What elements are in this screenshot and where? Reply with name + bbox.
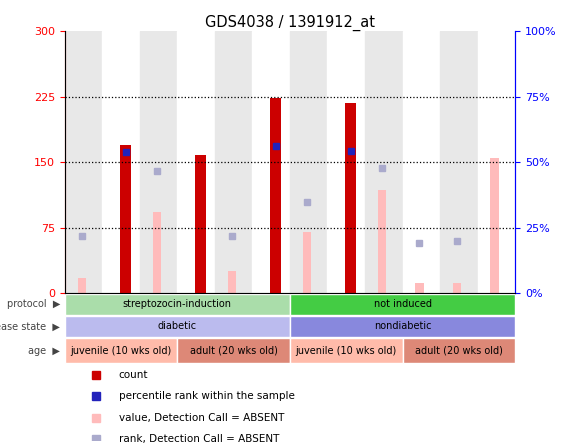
Bar — [195, 155, 206, 293]
FancyBboxPatch shape — [65, 316, 290, 337]
FancyBboxPatch shape — [65, 338, 177, 363]
Title: GDS4038 / 1391912_at: GDS4038 / 1391912_at — [205, 15, 375, 31]
FancyBboxPatch shape — [65, 294, 290, 315]
FancyBboxPatch shape — [290, 338, 403, 363]
Bar — [440, 31, 477, 293]
Text: not induced: not induced — [373, 299, 432, 309]
Bar — [227, 271, 236, 293]
Bar — [415, 283, 423, 293]
Text: adult (20 wks old): adult (20 wks old) — [415, 345, 503, 356]
Bar — [153, 212, 161, 293]
Bar — [102, 31, 140, 293]
Text: juvenile (10 wks old): juvenile (10 wks old) — [70, 345, 172, 356]
Text: adult (20 wks old): adult (20 wks old) — [190, 345, 278, 356]
Bar — [403, 31, 440, 293]
Bar — [453, 283, 461, 293]
Text: nondiabetic: nondiabetic — [374, 321, 431, 331]
Bar — [177, 31, 215, 293]
Text: count: count — [119, 370, 148, 380]
FancyBboxPatch shape — [290, 294, 515, 315]
Text: percentile rank within the sample: percentile rank within the sample — [119, 391, 294, 401]
Bar — [120, 145, 131, 293]
Bar — [365, 31, 403, 293]
Bar — [477, 31, 515, 293]
Bar — [65, 31, 102, 293]
Text: disease state  ▶: disease state ▶ — [0, 321, 60, 331]
Bar — [270, 99, 281, 293]
Bar — [328, 31, 365, 293]
Bar — [252, 31, 290, 293]
FancyBboxPatch shape — [403, 338, 515, 363]
Text: juvenile (10 wks old): juvenile (10 wks old) — [296, 345, 397, 356]
Bar — [378, 190, 386, 293]
FancyBboxPatch shape — [177, 338, 290, 363]
Text: rank, Detection Call = ABSENT: rank, Detection Call = ABSENT — [119, 434, 279, 444]
Bar — [290, 31, 328, 293]
Text: diabetic: diabetic — [158, 321, 197, 331]
Bar — [303, 232, 311, 293]
FancyBboxPatch shape — [290, 316, 515, 337]
Text: age  ▶: age ▶ — [28, 345, 60, 356]
Text: value, Detection Call = ABSENT: value, Detection Call = ABSENT — [119, 412, 284, 423]
Bar — [490, 158, 499, 293]
Bar — [140, 31, 177, 293]
Bar — [215, 31, 252, 293]
Bar — [346, 103, 356, 293]
Text: streptozocin-induction: streptozocin-induction — [123, 299, 232, 309]
Text: protocol  ▶: protocol ▶ — [7, 299, 60, 309]
Bar — [78, 278, 86, 293]
